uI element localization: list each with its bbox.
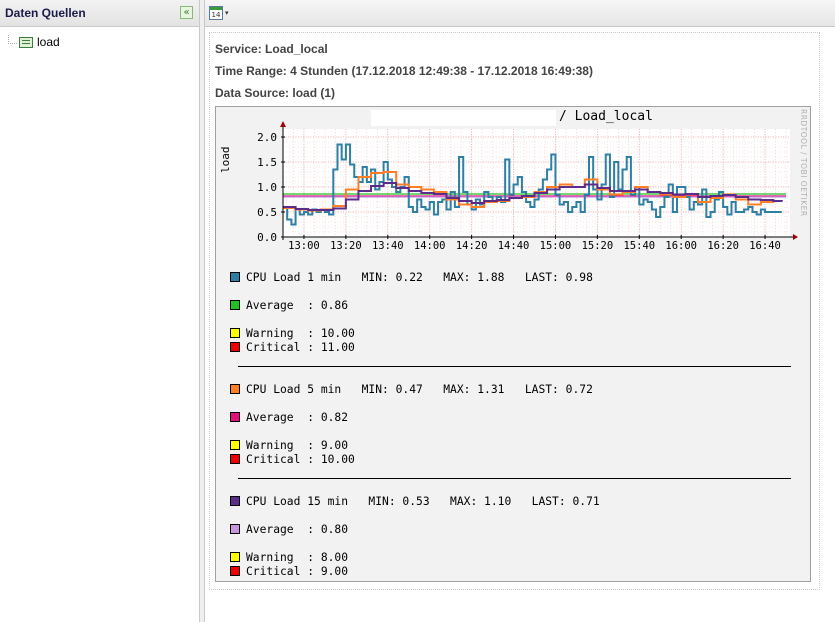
y-tick-label: 2.0 <box>257 131 277 144</box>
y-tick-label: 0.5 <box>257 206 277 219</box>
legend-swatch <box>230 300 240 310</box>
legend-item: Critical : 11.00 <box>230 340 355 354</box>
legend-item: Warning : 9.00 <box>230 438 348 452</box>
legend-text: Average : 0.80 <box>246 522 349 536</box>
y-axis-arrow <box>280 121 286 127</box>
legend-text: Average : 0.86 <box>246 298 349 312</box>
y-tick-label: 1.0 <box>257 181 277 194</box>
toolbar: 14 ▾ <box>205 0 835 27</box>
x-tick-label: 16:40 <box>749 240 781 252</box>
panel-splitter[interactable] <box>200 0 205 622</box>
legend-text: Warning : 8.00 <box>246 550 349 564</box>
legend-item: CPU Load 5 min MIN: 0.47 MAX: 1.31 LAST:… <box>230 382 593 396</box>
data-sources-panel: Daten Quellen « load <box>0 0 200 622</box>
graph-container <box>209 32 820 590</box>
legend-text: Critical : 9.00 <box>246 564 349 578</box>
legend-text: Critical : 10.00 <box>246 452 355 466</box>
legend-swatch <box>230 566 240 576</box>
legend-swatch <box>230 342 240 352</box>
legend-text: CPU Load 1 min MIN: 0.22 MAX: 1.88 LAST:… <box>246 270 593 284</box>
legend-item: Average : 0.82 <box>230 410 348 424</box>
calendar-icon: 14 <box>209 6 223 20</box>
x-tick-label: 15:40 <box>623 240 655 252</box>
x-tick-label: 13:00 <box>288 240 320 252</box>
legend-item: CPU Load 15 min MIN: 0.53 MAX: 1.10 LAST… <box>230 494 600 508</box>
graph-title: / Load_local <box>559 109 653 124</box>
legend-item: Warning : 8.00 <box>230 550 348 564</box>
legend-text: CPU Load 5 min MIN: 0.47 MAX: 1.31 LAST:… <box>246 382 593 396</box>
rrdtool-watermark: RRDTOOL / TOBI OETIKER <box>799 109 808 217</box>
legend-text: CPU Load 15 min MIN: 0.53 MAX: 1.10 LAST… <box>246 494 600 508</box>
x-tick-label: 15:00 <box>540 240 572 252</box>
legend-swatch <box>230 384 240 394</box>
legend-swatch <box>230 552 240 562</box>
legend-swatch <box>230 272 240 282</box>
time-range-label: Time Range: 4 Stunden (17.12.2018 12:49:… <box>215 64 593 78</box>
x-tick-label: 14:00 <box>414 240 446 252</box>
legend-text: Warning : 9.00 <box>246 438 349 452</box>
x-tick-label: 14:40 <box>498 240 530 252</box>
panel-title: Daten Quellen <box>5 6 86 20</box>
datasource-icon <box>19 36 33 48</box>
title-redaction <box>371 110 556 126</box>
tree-connector <box>8 34 17 44</box>
x-tick-label: 13:20 <box>330 240 362 252</box>
x-tick-label: 14:20 <box>456 240 488 252</box>
x-tick-label: 16:20 <box>707 240 739 252</box>
tree-item-label: load <box>37 35 60 49</box>
legend-swatch <box>230 328 240 338</box>
legend-swatch <box>230 454 240 464</box>
panel-header: Daten Quellen « <box>0 0 199 27</box>
series-line-3 <box>283 182 783 211</box>
legend-item: Warning : 10.00 <box>230 326 355 340</box>
collapse-panel-icon[interactable]: « <box>180 6 193 19</box>
tree-item-load[interactable]: load <box>8 34 60 50</box>
y-tick-label: 1.5 <box>257 156 277 169</box>
y-tick-label: 0.0 <box>257 231 277 244</box>
series-line-1 <box>283 143 782 226</box>
x-tick-label: 15:20 <box>582 240 614 252</box>
legend-item: CPU Load 1 min MIN: 0.22 MAX: 1.88 LAST:… <box>230 270 593 284</box>
legend-separator <box>238 366 791 367</box>
legend-item: Average : 0.80 <box>230 522 348 536</box>
legend-swatch <box>230 440 240 450</box>
legend-item: Average : 0.86 <box>230 298 348 312</box>
legend-swatch <box>230 412 240 422</box>
x-axis-arrow <box>793 234 798 240</box>
load-chart: 0.0 0.5 1.0 1.5 2.0 13:00 13:20 13:40 14:00 14:20… <box>257 121 798 252</box>
legend-text: Critical : 11.00 <box>246 340 355 354</box>
legend-item: Critical : 10.00 <box>230 452 355 466</box>
rrd-graph: / Load_local load RRDTOOL / TOBI OETIKER… <box>215 106 811 582</box>
x-tick-label: 16:00 <box>665 240 697 252</box>
data-source-label: Data Source: load (1) <box>215 86 336 100</box>
legend-text: Average : 0.82 <box>246 410 349 424</box>
chevron-down-icon: ▾ <box>225 9 229 17</box>
legend-text: Warning : 10.00 <box>246 326 355 340</box>
legend-item: Critical : 9.00 <box>230 564 348 578</box>
x-tick-label: 13:40 <box>372 240 404 252</box>
legend-swatch <box>230 524 240 534</box>
service-label: Service: Load_local <box>215 42 328 56</box>
legend-swatch <box>230 496 240 506</box>
calendar-button[interactable]: 14 ▾ <box>209 4 229 22</box>
legend-separator <box>238 478 791 479</box>
